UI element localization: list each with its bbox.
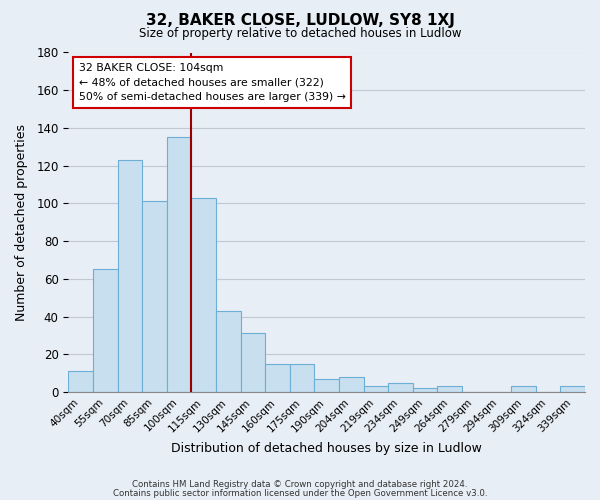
Text: 32 BAKER CLOSE: 104sqm
← 48% of detached houses are smaller (322)
50% of semi-de: 32 BAKER CLOSE: 104sqm ← 48% of detached… [79, 62, 346, 102]
Bar [216, 311, 241, 392]
Bar [93, 270, 118, 392]
Bar [167, 138, 191, 392]
Bar [339, 377, 364, 392]
Bar [437, 386, 462, 392]
Y-axis label: Number of detached properties: Number of detached properties [15, 124, 28, 320]
Bar [560, 386, 585, 392]
Bar [118, 160, 142, 392]
Bar [511, 386, 536, 392]
X-axis label: Distribution of detached houses by size in Ludlow: Distribution of detached houses by size … [171, 442, 482, 455]
Bar [364, 386, 388, 392]
Text: Contains HM Land Registry data © Crown copyright and database right 2024.: Contains HM Land Registry data © Crown c… [132, 480, 468, 489]
Text: Contains public sector information licensed under the Open Government Licence v3: Contains public sector information licen… [113, 489, 487, 498]
Bar [142, 202, 167, 392]
Text: Size of property relative to detached houses in Ludlow: Size of property relative to detached ho… [139, 28, 461, 40]
Bar [388, 382, 413, 392]
Text: 32, BAKER CLOSE, LUDLOW, SY8 1XJ: 32, BAKER CLOSE, LUDLOW, SY8 1XJ [146, 12, 454, 28]
Bar [191, 198, 216, 392]
Bar [68, 371, 93, 392]
Bar [413, 388, 437, 392]
Bar [314, 378, 339, 392]
Bar [241, 334, 265, 392]
Bar [290, 364, 314, 392]
Bar [265, 364, 290, 392]
